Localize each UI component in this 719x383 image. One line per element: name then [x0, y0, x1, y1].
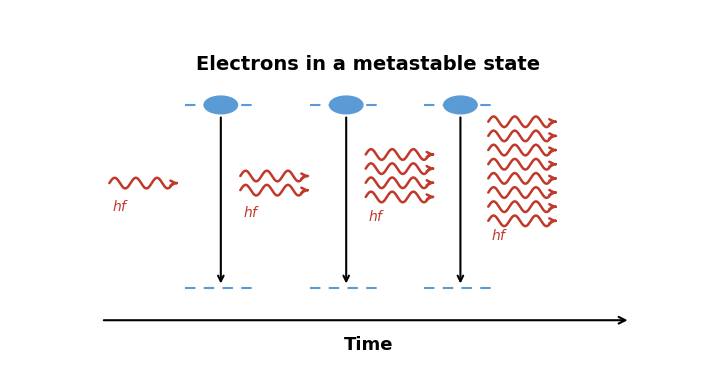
- Text: Time: Time: [344, 336, 393, 354]
- Text: $hf$: $hf$: [368, 209, 386, 224]
- Text: $hf$: $hf$: [112, 199, 129, 214]
- Text: Electrons in a metastable state: Electrons in a metastable state: [196, 55, 541, 74]
- Circle shape: [444, 96, 477, 114]
- Text: $hf$: $hf$: [243, 205, 260, 220]
- Circle shape: [329, 96, 363, 114]
- Circle shape: [204, 96, 237, 114]
- Text: $hf$: $hf$: [491, 228, 508, 243]
